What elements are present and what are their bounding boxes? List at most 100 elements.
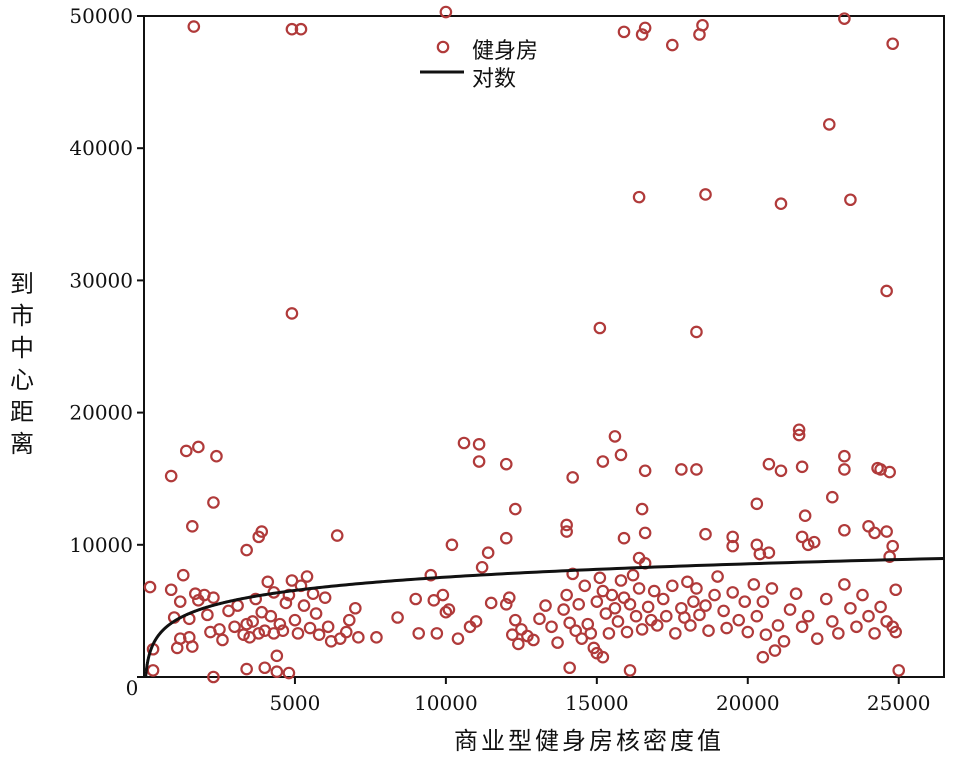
data-point xyxy=(270,665,284,679)
data-point xyxy=(726,586,739,599)
data-point xyxy=(880,525,893,538)
data-point xyxy=(614,574,628,587)
data-point xyxy=(666,38,679,52)
data-point xyxy=(240,543,253,557)
data-point xyxy=(838,463,851,476)
data-point xyxy=(844,601,857,615)
data-point xyxy=(560,588,573,602)
data-point xyxy=(738,595,752,608)
data-point xyxy=(696,18,709,32)
data-point xyxy=(656,592,670,606)
data-point xyxy=(207,670,220,684)
data-point xyxy=(312,628,326,641)
data-point xyxy=(270,649,284,663)
data-point xyxy=(578,579,592,593)
data-point xyxy=(750,497,764,511)
data-point xyxy=(892,664,906,677)
data-point xyxy=(883,465,896,479)
data-point xyxy=(765,582,779,595)
data-point xyxy=(481,546,495,560)
data-point xyxy=(717,604,730,618)
data-point xyxy=(572,597,586,611)
data-point xyxy=(143,580,157,594)
data-point xyxy=(632,190,646,204)
data-point xyxy=(635,623,649,636)
data-point xyxy=(506,628,519,641)
data-point xyxy=(693,608,706,622)
data-point xyxy=(560,518,573,532)
data-point xyxy=(186,519,199,533)
data-point xyxy=(699,188,712,201)
data-point xyxy=(499,457,513,471)
data-point xyxy=(285,574,299,587)
x-tick-label: 10000 xyxy=(414,691,478,715)
data-point xyxy=(593,321,607,335)
data-point xyxy=(560,525,573,538)
data-point xyxy=(216,633,229,647)
x-axis: 5000 10000 15000 20000 25000 xyxy=(269,677,931,715)
data-point xyxy=(838,449,851,463)
data-point xyxy=(641,600,655,614)
data-point xyxy=(261,575,275,589)
y-axis: 10000 20000 30000 40000 50000 xyxy=(69,4,144,678)
legend: 健身房 对数 xyxy=(420,39,538,92)
data-point xyxy=(231,599,244,612)
data-point xyxy=(792,423,806,437)
data-point xyxy=(294,22,308,36)
data-point xyxy=(484,596,498,610)
data-point xyxy=(856,588,869,602)
data-point xyxy=(499,597,513,611)
x-tick-label: 5000 xyxy=(269,691,320,715)
data-point xyxy=(614,448,628,462)
data-point xyxy=(623,664,637,677)
data-point xyxy=(439,5,453,19)
data-point xyxy=(702,624,715,638)
legend-label-log: 对数 xyxy=(472,67,516,92)
data-point xyxy=(439,605,453,619)
data-point xyxy=(626,568,640,582)
data-point xyxy=(584,627,598,640)
data-point xyxy=(792,428,806,442)
data-point xyxy=(620,625,634,639)
data-point xyxy=(273,617,287,631)
data-point xyxy=(187,20,201,33)
data-point xyxy=(566,567,579,581)
data-point xyxy=(451,632,465,645)
data-point xyxy=(822,118,836,131)
data-point xyxy=(349,601,362,615)
data-point xyxy=(708,588,721,602)
data-point xyxy=(255,525,269,538)
data-point xyxy=(472,438,486,451)
data-point xyxy=(726,530,739,544)
data-point xyxy=(527,633,540,647)
data-point xyxy=(297,599,311,612)
data-point xyxy=(303,621,317,635)
x-origin-tick-label: 0 xyxy=(126,676,139,700)
data-point xyxy=(291,627,305,640)
data-point xyxy=(762,546,776,560)
data-point xyxy=(753,547,767,561)
data-point xyxy=(638,464,652,478)
data-point xyxy=(617,531,631,545)
data-point xyxy=(445,538,459,552)
data-point xyxy=(499,531,513,545)
data-point xyxy=(699,527,712,541)
data-point xyxy=(762,457,776,471)
y-axis-title: 到市中心距离 xyxy=(10,270,34,458)
data-point xyxy=(246,615,259,628)
data-point xyxy=(409,592,422,606)
data-point xyxy=(756,650,770,664)
data-point xyxy=(176,568,190,582)
data-point xyxy=(469,615,483,628)
data-point xyxy=(807,535,821,549)
data-point xyxy=(318,591,332,604)
data-point xyxy=(795,620,809,634)
legend-label-gym: 健身房 xyxy=(472,39,538,64)
data-point xyxy=(886,539,899,553)
data-point xyxy=(617,591,631,604)
data-point xyxy=(690,463,703,476)
data-point xyxy=(650,619,664,632)
data-point xyxy=(826,490,839,504)
data-point xyxy=(228,620,241,634)
data-point xyxy=(509,613,522,627)
